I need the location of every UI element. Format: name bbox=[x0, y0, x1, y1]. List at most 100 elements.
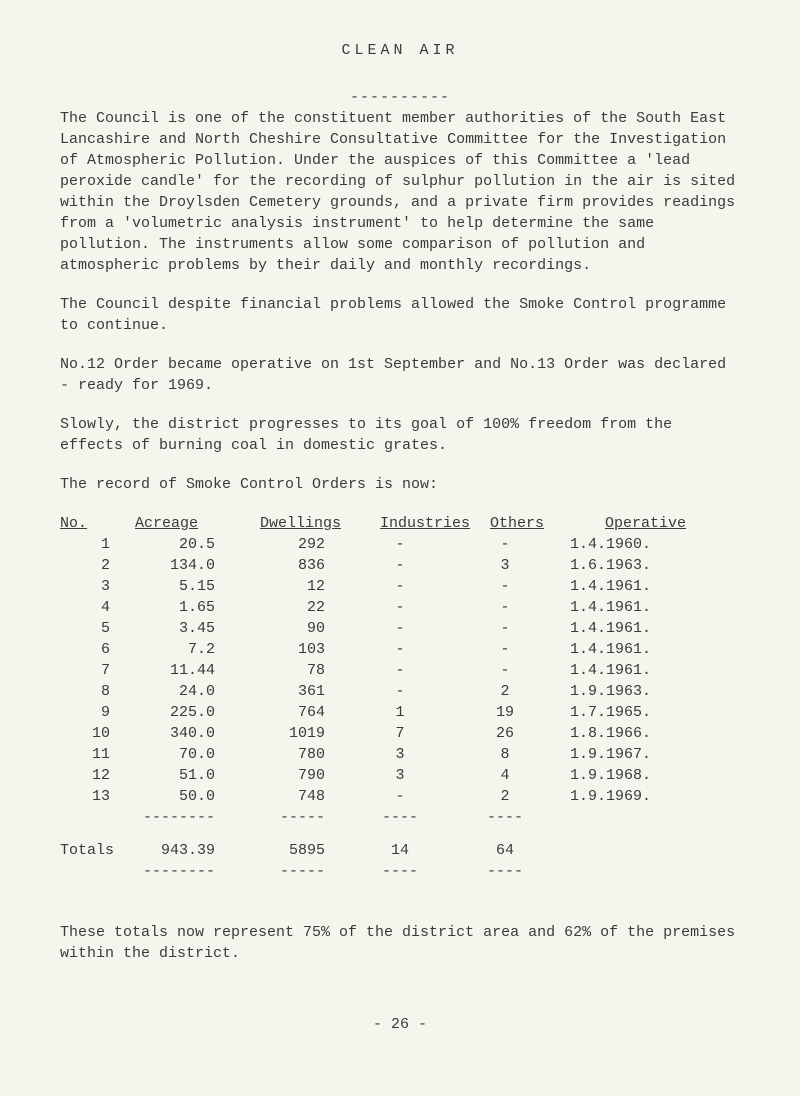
cell-dwellings: 292 bbox=[225, 534, 345, 555]
cell-no: 13 bbox=[60, 786, 120, 807]
cell-no: 10 bbox=[60, 723, 120, 744]
table-row: 120.5292--1.4.1960. bbox=[60, 534, 740, 555]
cell-dwellings: 78 bbox=[225, 660, 345, 681]
cell-operative: 1.4.1961. bbox=[555, 660, 690, 681]
totals-row: Totals 943.39 5895 14 64 bbox=[60, 840, 740, 861]
cell-others: 3 bbox=[455, 555, 555, 576]
table-row: 10340.010197261.8.1966. bbox=[60, 723, 740, 744]
cell-no: 1 bbox=[60, 534, 120, 555]
paragraph-1: The Council is one of the constituent me… bbox=[60, 108, 740, 276]
cell-industries: 1 bbox=[345, 702, 455, 723]
cell-no: 3 bbox=[60, 576, 120, 597]
cell-industries: - bbox=[345, 534, 455, 555]
footer-text: These totals now represent 75% of the di… bbox=[60, 922, 740, 964]
cell-no: 4 bbox=[60, 597, 120, 618]
cell-acreage: 1.65 bbox=[120, 597, 225, 618]
cell-others: 19 bbox=[455, 702, 555, 723]
cell-acreage: 50.0 bbox=[120, 786, 225, 807]
table-row: 711.4478--1.4.1961. bbox=[60, 660, 740, 681]
cell-operative: 1.6.1963. bbox=[555, 555, 690, 576]
cell-no: 11 bbox=[60, 744, 120, 765]
cell-acreage: 340.0 bbox=[120, 723, 225, 744]
header-industries: Industries bbox=[380, 513, 490, 534]
cell-industries: - bbox=[345, 660, 455, 681]
cell-no: 7 bbox=[60, 660, 120, 681]
header-dwellings: Dwellings bbox=[240, 513, 380, 534]
cell-acreage: 5.15 bbox=[120, 576, 225, 597]
smoke-control-table: No. Acreage Dwellings Industries Others … bbox=[60, 513, 740, 882]
cell-industries: - bbox=[345, 786, 455, 807]
cell-industries: - bbox=[345, 597, 455, 618]
cell-industries: - bbox=[345, 681, 455, 702]
cell-dwellings: 764 bbox=[225, 702, 345, 723]
cell-operative: 1.7.1965. bbox=[555, 702, 690, 723]
cell-dwellings: 22 bbox=[225, 597, 345, 618]
cell-others: - bbox=[455, 618, 555, 639]
cell-acreage: 7.2 bbox=[120, 639, 225, 660]
cell-no: 6 bbox=[60, 639, 120, 660]
paragraph-2: The Council despite financial problems a… bbox=[60, 294, 740, 336]
header-operative: Operative bbox=[590, 513, 725, 534]
header-no: No. bbox=[60, 513, 120, 534]
cell-acreage: 70.0 bbox=[120, 744, 225, 765]
cell-others: 8 bbox=[455, 744, 555, 765]
cell-acreage: 11.44 bbox=[120, 660, 225, 681]
table-body: 120.5292--1.4.1960.2134.0836-31.6.1963.3… bbox=[60, 534, 740, 807]
cell-operative: 1.8.1966. bbox=[555, 723, 690, 744]
cell-acreage: 3.45 bbox=[120, 618, 225, 639]
cell-others: - bbox=[455, 576, 555, 597]
table-row: 1350.0748-21.9.1969. bbox=[60, 786, 740, 807]
table-row: 1251.0790341.9.1968. bbox=[60, 765, 740, 786]
cell-industries: - bbox=[345, 618, 455, 639]
cell-dwellings: 361 bbox=[225, 681, 345, 702]
header-others: Others bbox=[490, 513, 590, 534]
cell-no: 12 bbox=[60, 765, 120, 786]
cell-acreage: 225.0 bbox=[120, 702, 225, 723]
cell-others: 4 bbox=[455, 765, 555, 786]
table-row: 824.0361-21.9.1963. bbox=[60, 681, 740, 702]
page-number: - 26 - bbox=[60, 1014, 740, 1035]
divider-row-1: -------- ----- ---- ---- bbox=[60, 807, 740, 828]
cell-others: 2 bbox=[455, 681, 555, 702]
cell-operative: 1.4.1961. bbox=[555, 639, 690, 660]
cell-dwellings: 90 bbox=[225, 618, 345, 639]
cell-dwellings: 836 bbox=[225, 555, 345, 576]
table-row: 2134.0836-31.6.1963. bbox=[60, 555, 740, 576]
cell-operative: 1.9.1968. bbox=[555, 765, 690, 786]
table-row: 53.4590--1.4.1961. bbox=[60, 618, 740, 639]
cell-acreage: 24.0 bbox=[120, 681, 225, 702]
cell-others: 2 bbox=[455, 786, 555, 807]
cell-others: - bbox=[455, 534, 555, 555]
cell-industries: 3 bbox=[345, 765, 455, 786]
cell-industries: - bbox=[345, 639, 455, 660]
cell-dwellings: 780 bbox=[225, 744, 345, 765]
cell-acreage: 134.0 bbox=[120, 555, 225, 576]
cell-operative: 1.9.1963. bbox=[555, 681, 690, 702]
cell-others: - bbox=[455, 597, 555, 618]
cell-others: 26 bbox=[455, 723, 555, 744]
table-row: 35.1512--1.4.1961. bbox=[60, 576, 740, 597]
cell-no: 8 bbox=[60, 681, 120, 702]
cell-operative: 1.4.1961. bbox=[555, 597, 690, 618]
divider-row-2: -------- ----- ---- ---- bbox=[60, 861, 740, 882]
cell-no: 5 bbox=[60, 618, 120, 639]
document-title: CLEAN AIR bbox=[60, 40, 740, 61]
paragraph-5: The record of Smoke Control Orders is no… bbox=[60, 474, 740, 495]
cell-operative: 1.9.1969. bbox=[555, 786, 690, 807]
cell-no: 2 bbox=[60, 555, 120, 576]
cell-operative: 1.9.1967. bbox=[555, 744, 690, 765]
cell-dwellings: 748 bbox=[225, 786, 345, 807]
cell-dwellings: 12 bbox=[225, 576, 345, 597]
table-row: 1170.0780381.9.1967. bbox=[60, 744, 740, 765]
cell-dwellings: 790 bbox=[225, 765, 345, 786]
cell-others: - bbox=[455, 639, 555, 660]
table-row: 9225.07641191.7.1965. bbox=[60, 702, 740, 723]
cell-acreage: 20.5 bbox=[120, 534, 225, 555]
table-row: 41.6522--1.4.1961. bbox=[60, 597, 740, 618]
paragraph-4: Slowly, the district progresses to its g… bbox=[60, 414, 740, 456]
cell-operative: 1.4.1961. bbox=[555, 618, 690, 639]
header-acreage: Acreage bbox=[120, 513, 240, 534]
cell-dwellings: 103 bbox=[225, 639, 345, 660]
table-row: 67.2103--1.4.1961. bbox=[60, 639, 740, 660]
table-header-row: No. Acreage Dwellings Industries Others … bbox=[60, 513, 740, 534]
